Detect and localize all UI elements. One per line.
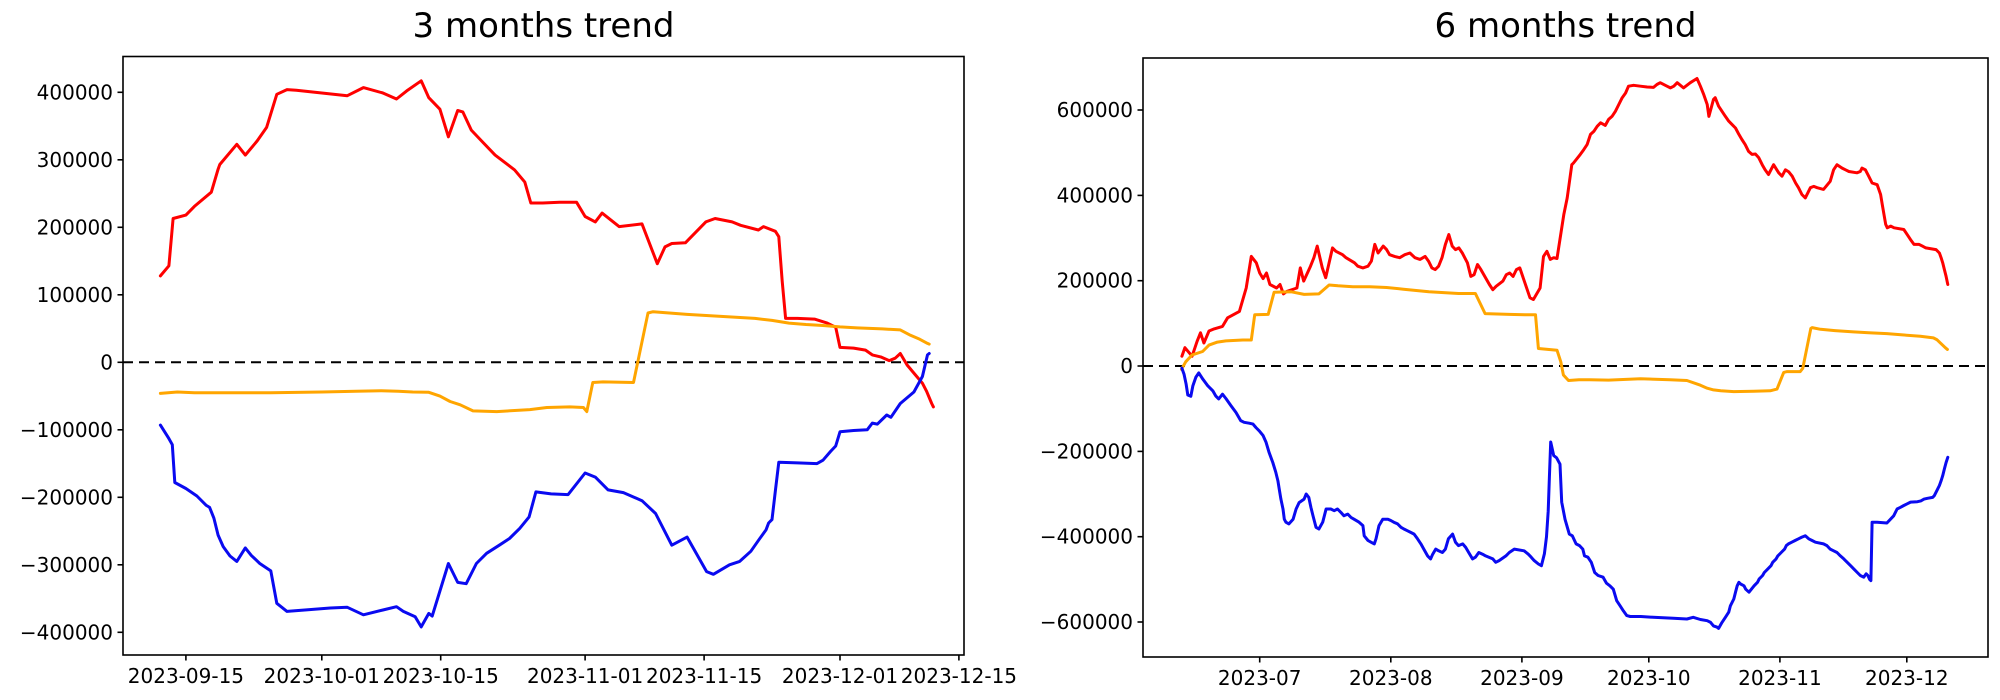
blue-line bbox=[1180, 366, 1950, 630]
y-tick-label: 200000 bbox=[1057, 269, 1133, 293]
y-tick-label: 300000 bbox=[37, 148, 113, 172]
chart-three-months: 2023-09-15 2023-10-01 2023-10-15 2023-11-01… bbox=[20, 55, 1017, 688]
x-tick-label: 2023-12-01 bbox=[782, 664, 898, 688]
chart-six-months: 2023-07 2023-08 2023-09 2023-10 2023-11 2023-… bbox=[1040, 57, 1989, 690]
x-tick-label: 2023-12 bbox=[1865, 666, 1949, 690]
y-tick-label: 0 bbox=[100, 350, 113, 374]
x-tick-label: 2023-08 bbox=[1349, 666, 1433, 690]
x-tick-label: 2023-10 bbox=[1607, 666, 1691, 690]
red-line bbox=[158, 79, 935, 409]
y-tick-label: 0 bbox=[1120, 354, 1133, 378]
plot-box bbox=[1142, 57, 1989, 658]
x-tick-label: 2023-11-15 bbox=[646, 664, 762, 688]
y-tick-label: −400000 bbox=[1040, 525, 1133, 549]
y-tick-label: 400000 bbox=[37, 80, 113, 104]
x-tick-label: 2023-09-15 bbox=[128, 664, 244, 688]
y-tick-label: 600000 bbox=[1057, 98, 1133, 122]
x-tick-label: 2023-12-15 bbox=[901, 664, 1017, 688]
x-tick-label: 2023-10-15 bbox=[383, 664, 499, 688]
x-tick-label: 2023-10-01 bbox=[264, 664, 380, 688]
y-tick-label: −300000 bbox=[20, 553, 113, 577]
y-tick-label: 400000 bbox=[1057, 183, 1133, 207]
red-line bbox=[1180, 77, 1950, 358]
chart-title-3-months-trend: 3 months trend bbox=[412, 6, 675, 46]
blue-line bbox=[158, 352, 931, 629]
orange-line bbox=[1180, 283, 1949, 394]
y-tick-label: 100000 bbox=[37, 283, 113, 307]
x-tick-label: 2023-07 bbox=[1218, 666, 1302, 690]
x-tick-label: 2023-11-01 bbox=[527, 664, 643, 688]
plot-box bbox=[122, 55, 965, 656]
chart-title-6-months-trend: 6 months trend bbox=[1434, 6, 1697, 46]
y-tick-label: −400000 bbox=[20, 620, 113, 644]
y-tick-label: −100000 bbox=[20, 418, 113, 442]
y-tick-label: −200000 bbox=[1040, 439, 1133, 463]
y-tick-label: 200000 bbox=[37, 215, 113, 239]
orange-line bbox=[158, 310, 931, 414]
y-tick-label: −600000 bbox=[1040, 610, 1133, 634]
y-tick-label: −200000 bbox=[20, 485, 113, 509]
x-tick-label: 2023-09 bbox=[1480, 666, 1564, 690]
x-tick-label: 2023-11 bbox=[1738, 666, 1822, 690]
